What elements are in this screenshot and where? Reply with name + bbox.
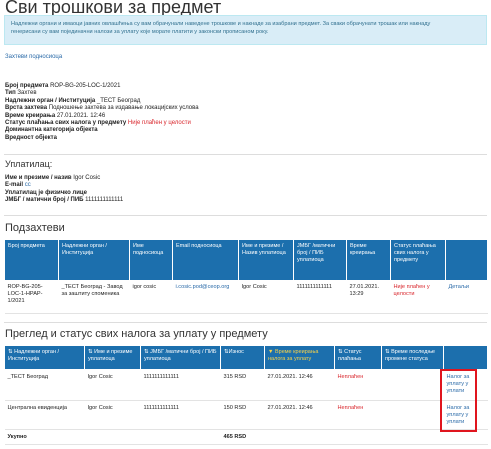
column-header-label: Име и презиме уплатиоца [88,349,133,362]
info-text-line-2: генерисани су вам појединачни налози за … [11,29,269,35]
subrequests-title: Подзахтеви [5,222,65,234]
value-label: Вредност објекта [5,134,57,141]
subrequest-payer: Igor Cosic [238,280,294,314]
order-jmbg: 1111111111111 [140,369,221,401]
column-header: Статус плаћања свих налога у предмету [390,239,446,281]
table-header-row: Број предмета Надлежни орган / Институци… [4,239,488,281]
payer-entity-label: Уплатилац је физичко лице [5,189,87,196]
payer-jmbg-label: ЈМБГ / матични број / ПИБ [5,197,84,204]
column-header: Име подносиоца [129,239,173,281]
order-payer: Igor Cosic [84,400,141,430]
order-changed [381,400,444,430]
created-label: Време креирања [5,112,56,119]
divider [4,154,487,155]
payer-details: Име и презиме / назив Igor Cosic E-mail … [5,175,123,205]
type-label: Тип [5,90,16,97]
order-status: Неплаћен [334,369,382,401]
orders-title: Преглед и статус свих налога за уплату у… [5,328,268,340]
authority-label: Надлежни орган / Институција [5,97,96,104]
column-header-label: Износ [228,349,244,355]
column-header: Време креирања [346,239,391,281]
info-alert: Надлежни органи и имаоци јавних овлашћењ… [4,15,487,45]
order-authority: _ТЕСТ Београд [4,369,85,401]
status-label: Статус плаћања свих налога у предмету [5,120,127,127]
request-type-label: Врста захтева [5,105,48,112]
table-header-row: ⇅ Надлежни орган / Институција ⇅ Име и п… [4,345,488,370]
column-header [443,345,488,370]
payment-order-link[interactable]: Налог за уплату у уплати [446,374,470,394]
column-header-sortable[interactable]: ⇅ Надлежни орган / Институција [4,345,85,370]
subrequest-email-link[interactable]: i.cosic.pod@ceop.org [175,284,230,290]
subrequest-jmbg: 1111111111111 [293,280,347,314]
subrequest-status: Није плаћен у целости [390,280,446,314]
authority-value: _ТЕСТ Београд [96,97,141,104]
table-row: ROP-BG-205-LOC-1-HPAP-1/2021 _ТЕСТ Беогр… [4,280,488,314]
case-no-label: Број предмета [5,83,49,89]
details-link[interactable]: Детаљи [448,284,470,290]
payment-orders-table: ⇅ Надлежни орган / Институција ⇅ Име и п… [4,345,488,445]
case-details: Број предмета ROP-BG-205-LOC-1/2021 Тип … [5,83,199,142]
order-amount: 315 RSD [220,369,265,401]
column-header-sortable[interactable]: ⇅ Статус плаћања [334,345,382,370]
column-header: Име и презиме / Назив уплатиоца [238,239,294,281]
payer-jmbg-value: 1111111111111 [85,197,124,204]
column-header-label: Време креирања налога за уплату [268,349,319,362]
column-header: Број предмета [4,239,59,281]
total-row: Укупно 465 RSD [4,429,488,445]
subrequests-table: Број предмета Надлежни орган / Институци… [4,239,488,314]
table-row: _ТЕСТ Београд Igor Cosic 1111111111111 3… [4,369,488,401]
created-value: 27.01.2021. 12:46 [56,112,106,119]
divider [4,215,487,216]
status-value: Није плаћен у целости [127,120,191,127]
payment-order-link[interactable]: Налог за уплату у уплати [446,405,470,425]
order-amount: 150 RSD [220,400,265,430]
subrequest-created: 27.01.2021. 13:29 [346,280,391,314]
column-header-sortable[interactable]: ⇅ Име и презиме уплатиоца [84,345,141,370]
total-amount: 465 RSD [220,429,265,445]
payer-email-label: E-mail [5,182,24,189]
table-row: Централна евиденција Igor Cosic 11111111… [4,400,488,430]
payer-name-label: Име и презиме / назив [5,175,72,181]
column-header-sortable[interactable]: ⇅ Време последње промене статуса [381,345,444,370]
order-payer: Igor Cosic [84,369,141,401]
requests-link[interactable]: Захтеви подносиоца [5,54,63,60]
order-authority: Централна евиденција [4,400,85,430]
payer-name-value: Igor Cosic [73,175,101,181]
info-text-line-1: Надлежни органи и имаоци јавних овлашћењ… [11,21,431,27]
payer-title: Уплатилац: [5,159,53,169]
column-header [445,239,488,281]
column-header-sortable[interactable]: ⇅Износ [220,345,265,370]
column-header: Email подносиоца [172,239,239,281]
subrequest-authority: _ТЕСТ Београд - Завод за заштиту спомени… [58,280,130,314]
type-value: Захтев [17,90,37,97]
payer-email-value[interactable]: cc [24,182,31,189]
page-title: Сви трошкови за предмет [5,0,222,17]
column-header-label: Надлежни орган / Институција [8,349,60,362]
order-created: 27.01.2021. 12:46 [264,369,335,401]
order-created: 27.01.2021. 12:46 [264,400,335,430]
order-jmbg: 1111111111111 [140,400,221,430]
subrequest-case-no: ROP-BG-205-LOC-1-HPAP-1/2021 [4,280,59,314]
column-header-label: ЈМБГ /матични број / ПИБ уплатиоца [144,349,217,362]
column-header-sorted[interactable]: ▼ Време креирања налога за уплату [264,345,335,370]
column-header-label: Време последње промене статуса [385,349,435,362]
order-changed [381,369,444,401]
highlight-box [440,369,477,432]
total-label: Укупно [4,429,85,445]
category-label: Доминантна категорија објекта [5,127,98,134]
case-no-value: ROP-BG-205-LOC-1/2021 [50,83,121,89]
column-header: ЈМБГ /матични број / ПИБ уплатиоца [293,239,347,281]
column-header: Надлежни орган / Институција [58,239,130,281]
divider [4,322,487,323]
column-header-label: Статус плаћања [338,349,362,362]
column-header-sortable[interactable]: ⇅ ЈМБГ /матични број / ПИБ уплатиоца [140,345,221,370]
subrequest-applicant: igor cosic [129,280,173,314]
order-status: Неплаћен [334,400,382,430]
request-type-value: Подношење захтева за издавање локацијски… [48,105,199,112]
